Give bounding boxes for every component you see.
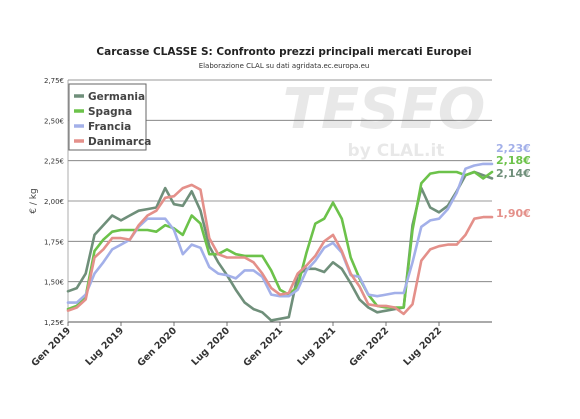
x-tick-label: Gen 2019 [29, 325, 73, 369]
y-tick-label: 2,50€ [44, 117, 64, 125]
series-end-label: 2,18€ [496, 154, 531, 167]
y-axis-label: € / kg [29, 188, 39, 213]
x-tick-label: Gen 2020 [135, 325, 179, 369]
legend: Germania Spagna Francia Danimarca [68, 83, 151, 151]
y-tick-labels: 1,25€ 1,50€ 1,75€ 2,00€ 2,25€ 2,50€ 2,75€ [44, 77, 64, 327]
series-end-label: 1,90€ [496, 207, 531, 220]
legend-label: Germania [88, 91, 145, 103]
legend-label: Danimarca [88, 136, 151, 148]
series-line-germania [66, 170, 494, 322]
x-tick-label: Lug 2020 [189, 325, 232, 368]
series-line-spagna [66, 170, 494, 311]
chart-title: Carcasse CLASSE S: Confronto prezzi prin… [96, 46, 471, 58]
watermark-main: TESEO [283, 77, 486, 142]
y-tick-label: 1,75€ [44, 238, 64, 246]
y-tick-label: 1,25€ [44, 319, 64, 327]
y-tick-label: 2,25€ [44, 158, 64, 166]
series-end-label: 2,23€ [496, 142, 531, 155]
x-tick-label: Lug 2021 [295, 325, 338, 368]
x-tick-label: Gen 2022 [347, 325, 391, 369]
y-tick-label: 2,00€ [44, 198, 64, 206]
series-end-labels: 2,14€2,18€2,23€ 1,90€ [496, 142, 531, 220]
watermark-sub: by CLAL.it [348, 141, 445, 161]
y-tick-label: 2,75€ [44, 77, 64, 85]
x-tick-label: Lug 2019 [83, 325, 126, 368]
chart-subtitle: Elaborazione CLAL su dati agridata.ec.eu… [199, 62, 370, 70]
x-tick-labels: Gen 2019 Lug 2019 Gen 2020 Lug 2020 Gen 2021… [29, 325, 444, 369]
series-line-danimarca [66, 183, 494, 316]
series-lines [66, 162, 494, 322]
legend-label: Francia [88, 121, 131, 133]
x-tick-label: Lug 2022 [401, 325, 444, 368]
y-tick-label: 1,50€ [44, 279, 64, 287]
legend-label: Spagna [88, 106, 132, 118]
x-tick-label: Gen 2021 [241, 325, 285, 369]
series-end-label: 2,14€ [496, 167, 531, 180]
